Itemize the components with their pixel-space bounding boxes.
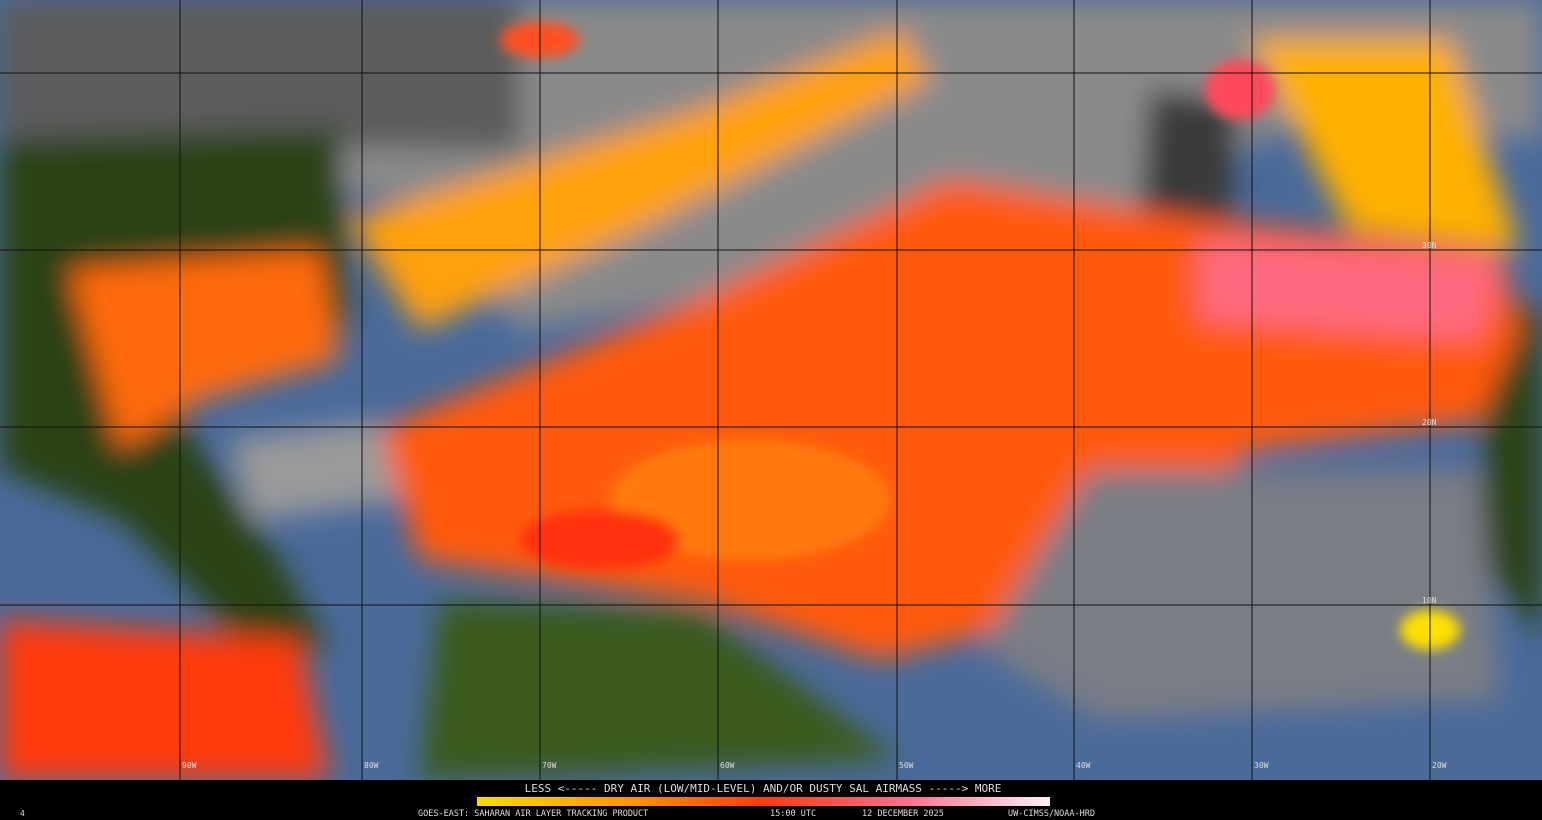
- product-name: GOES-EAST: SAHARAN AIR LAYER TRACKING PR…: [418, 809, 648, 819]
- longitude-label: 60W: [720, 761, 735, 770]
- longitude-label: 80W: [364, 761, 379, 770]
- legend-text: LESS <----- DRY AIR (LOW/MID-LEVEL) AND/…: [525, 782, 1002, 795]
- credit: UW-CIMSS/NOAA-HRD: [1008, 809, 1095, 819]
- longitude-label: 70W: [542, 761, 557, 770]
- longitude-label: 30W: [1254, 761, 1269, 770]
- longitude-label: 50W: [899, 761, 914, 770]
- time: 15:00 UTC: [770, 809, 816, 819]
- latitude-label: 30N: [1422, 241, 1437, 250]
- latitude-label: 10N: [1422, 596, 1437, 605]
- corner-mark: 4: [20, 809, 25, 818]
- lat-lon-grid: [0, 0, 1542, 780]
- latitude-label: 20N: [1422, 418, 1437, 427]
- longitude-label: 40W: [1076, 761, 1091, 770]
- longitude-label: 20W: [1432, 761, 1447, 770]
- color-bar: [477, 797, 1050, 806]
- longitude-label: 90W: [182, 761, 197, 770]
- date: 12 DECEMBER 2025: [862, 809, 944, 819]
- imagery: [0, 0, 1542, 780]
